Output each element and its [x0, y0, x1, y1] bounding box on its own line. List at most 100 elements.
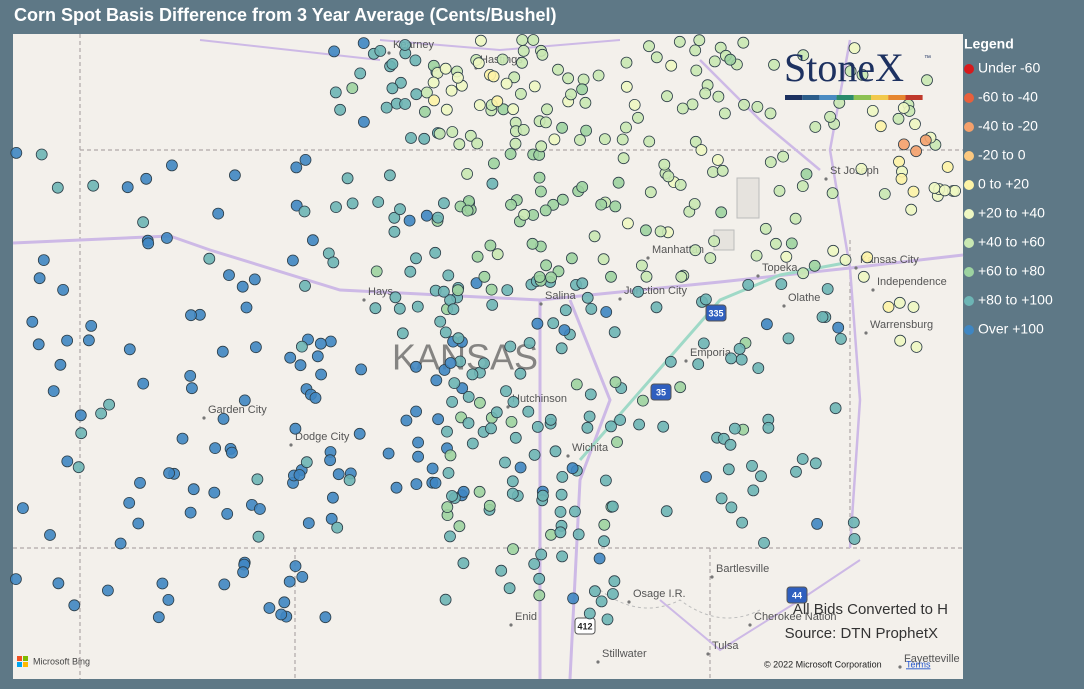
- site-marker: [61, 334, 73, 347]
- site-marker: [919, 134, 932, 147]
- site-marker: [614, 414, 626, 426]
- site-marker: [501, 284, 514, 297]
- site-marker: [540, 259, 552, 272]
- site-marker: [577, 73, 590, 86]
- terms-link[interactable]: Terms: [906, 659, 931, 669]
- site-marker: [382, 447, 395, 460]
- site-marker: [470, 277, 483, 290]
- site-marker: [491, 95, 504, 108]
- site-marker: [441, 501, 454, 514]
- site-marker: [751, 101, 764, 113]
- site-marker: [311, 350, 324, 363]
- site-marker: [515, 88, 527, 100]
- site-marker: [777, 150, 789, 163]
- site-marker: [478, 270, 491, 283]
- site-marker: [755, 470, 767, 483]
- site-marker: [473, 485, 486, 498]
- site-marker: [457, 557, 470, 570]
- site-marker: [816, 311, 829, 323]
- site-marker: [527, 34, 540, 46]
- city-dot: [864, 331, 868, 335]
- site-marker: [595, 595, 608, 608]
- city-label: Tulsa: [712, 640, 739, 652]
- site-marker: [508, 71, 521, 84]
- site-marker: [506, 475, 519, 488]
- site-marker: [410, 252, 422, 265]
- site-marker: [306, 234, 319, 247]
- site-marker: [420, 86, 433, 99]
- site-marker: [212, 207, 225, 220]
- site-marker: [209, 442, 222, 455]
- site-marker: [278, 596, 291, 609]
- site-marker: [605, 420, 617, 433]
- note: Source: DTN ProphetX: [785, 625, 938, 642]
- city-label: Olathe: [788, 292, 820, 304]
- site-marker: [461, 167, 474, 180]
- site-marker: [620, 80, 633, 93]
- site-marker: [581, 421, 594, 434]
- site-marker: [237, 566, 250, 579]
- site-marker: [137, 377, 150, 390]
- site-marker: [446, 126, 459, 138]
- highway-shield: [786, 586, 808, 604]
- legend-swatch: [964, 296, 974, 306]
- site-marker: [708, 55, 721, 68]
- site-marker: [826, 187, 839, 200]
- site-marker: [343, 474, 356, 487]
- site-marker: [782, 332, 795, 345]
- site-marker: [369, 302, 382, 315]
- site-marker: [712, 154, 724, 166]
- site-marker: [156, 577, 169, 590]
- logo: StoneX ™: [784, 45, 931, 100]
- site-marker: [583, 607, 596, 620]
- site-marker: [735, 353, 748, 366]
- site-marker: [444, 357, 457, 369]
- site-marker: [600, 306, 613, 318]
- site-marker: [302, 517, 315, 529]
- site-marker: [185, 309, 197, 322]
- site-marker: [548, 133, 561, 146]
- site-marker: [152, 611, 165, 624]
- site-marker: [396, 327, 409, 340]
- site-marker: [574, 134, 586, 146]
- site-marker: [697, 337, 710, 350]
- site-marker: [33, 272, 46, 285]
- city-dot: [748, 623, 752, 627]
- site-marker: [608, 326, 621, 339]
- site-marker: [897, 102, 910, 114]
- legend-title: Legend: [964, 36, 1014, 52]
- site-marker: [16, 502, 29, 515]
- site-marker: [453, 520, 466, 533]
- site-marker: [432, 413, 445, 426]
- site-marker: [856, 69, 869, 81]
- site-marker: [134, 476, 146, 489]
- legend: Under -60 -60 to -40 -40 to -20 -20 to 0 0 t…: [964, 60, 1053, 337]
- site-marker: [103, 398, 115, 411]
- site-marker: [554, 505, 567, 518]
- city-label: Enid: [515, 611, 537, 623]
- site-marker: [770, 237, 782, 250]
- site-marker: [607, 588, 619, 600]
- site-marker: [566, 462, 579, 475]
- site-marker: [699, 87, 712, 100]
- site-marker: [330, 201, 342, 214]
- site-marker: [428, 94, 440, 107]
- site-marker: [528, 558, 541, 570]
- site-marker: [507, 395, 520, 408]
- site-marker: [437, 285, 450, 298]
- site-marker: [894, 334, 907, 347]
- site-marker: [643, 135, 656, 148]
- city-dot: [202, 416, 206, 420]
- site-marker: [752, 362, 765, 375]
- site-marker: [724, 53, 737, 66]
- site-marker: [839, 253, 852, 266]
- site-marker: [329, 86, 342, 99]
- site-marker: [716, 164, 729, 177]
- site-marker: [764, 107, 777, 120]
- legend-swatch: [964, 122, 974, 132]
- site-marker: [689, 44, 702, 57]
- title: Corn Spot Basis Difference from 3 Year A…: [14, 5, 557, 25]
- site-marker: [606, 500, 619, 513]
- site-marker: [768, 58, 780, 71]
- site-marker: [464, 129, 477, 142]
